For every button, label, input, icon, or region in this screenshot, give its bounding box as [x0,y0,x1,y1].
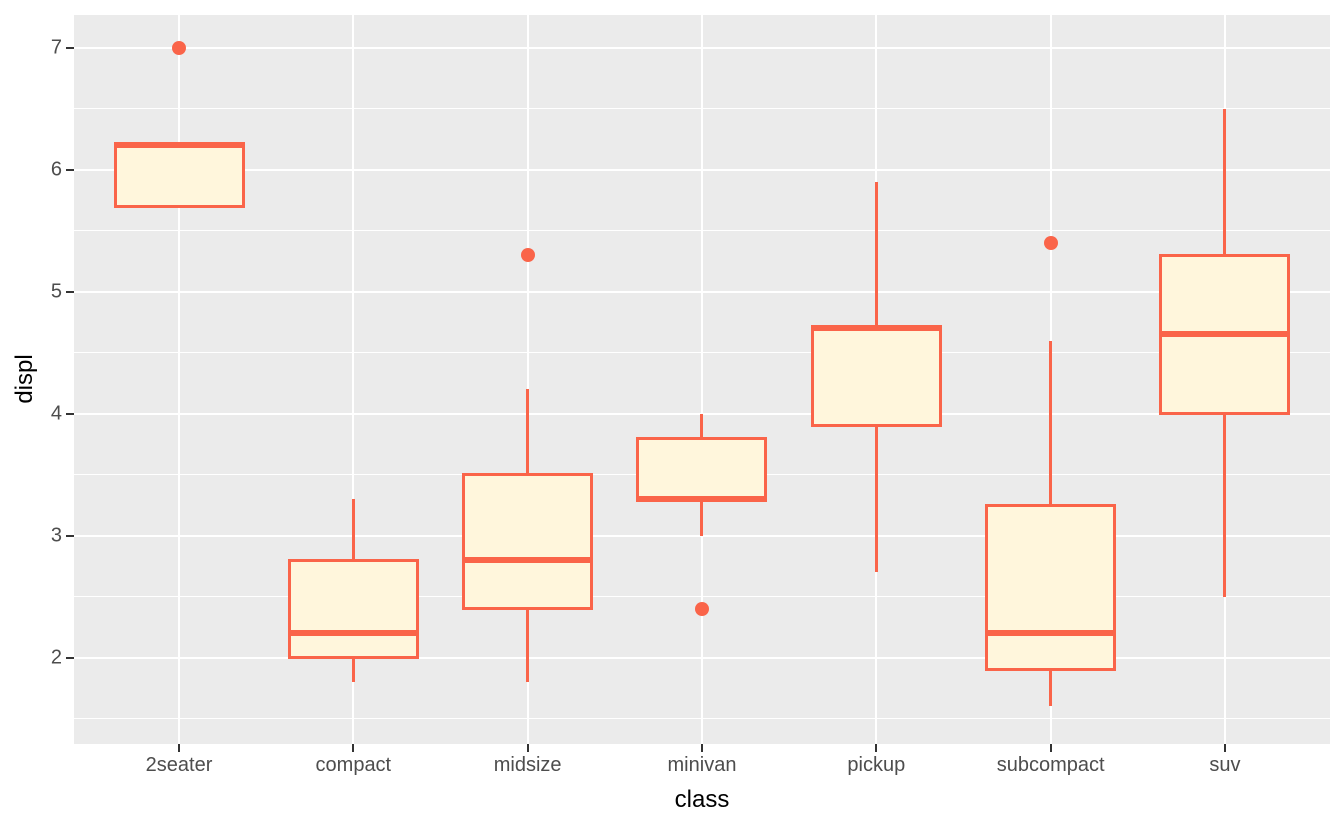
boxplot-upper-whisker [1223,108,1227,256]
boxplot-lower-whisker [1049,669,1053,707]
boxplot-median [985,630,1117,637]
y-tick-label: 2 [50,646,62,669]
outlier-point [520,248,535,263]
boxplot-box [287,558,419,660]
boxplot-median [113,142,245,149]
gridline-major-vertical [700,15,703,744]
boxplot-median [636,496,768,503]
x-axis-tick-mark [700,744,703,752]
y-tick-label: 7 [50,36,62,59]
boxplot-upper-whisker [526,389,530,475]
x-tick-label: midsize [493,754,562,776]
boxplot-median [1159,331,1291,338]
y-axis-tick-mark [66,290,74,293]
gridline-major-vertical [352,15,355,744]
x-tick-label: compact [315,754,392,776]
boxplot-lower-whisker [351,657,355,683]
boxplot-upper-whisker [351,499,355,561]
gridline-major-vertical [526,15,529,744]
boxplot-lower-whisker [526,608,530,683]
x-axis-tick-mark [352,744,355,752]
y-axis-tick-mark [66,46,74,49]
boxplot-box [810,326,942,428]
x-tick-label: suv [1209,754,1241,776]
x-axis-tick-mark [1049,744,1052,752]
y-axis-tick-mark [66,534,74,537]
outlier-point [172,40,186,55]
boxplot-upper-whisker [700,413,704,439]
y-axis-title: displ [11,354,38,404]
plot-panel [74,15,1330,744]
x-axis-tick-mark [178,744,180,752]
boxplot-median [462,557,594,564]
boxplot-box [462,473,594,611]
boxplot-box [636,436,768,501]
y-axis-tick-mark [66,168,74,171]
boxplot-lower-whisker [874,425,878,573]
boxplot-upper-whisker [1049,340,1053,506]
y-axis-tick-mark [66,412,74,415]
y-axis-tick-mark [66,656,74,659]
x-axis-tick-mark [1223,744,1226,752]
y-tick-label: 4 [50,402,62,425]
x-axis-title: class [674,786,730,813]
boxplot-lower-whisker [1223,413,1227,597]
gridline-major-vertical [178,15,180,744]
x-tick-label: minivan [667,754,737,776]
boxplot-median [287,630,419,637]
x-axis-tick-mark [875,744,878,752]
x-tick-label: 2seater [145,754,213,776]
x-tick-label: pickup [847,754,906,776]
boxplot-box [985,503,1117,672]
y-tick-label: 3 [50,524,62,547]
boxplot-box [113,143,245,208]
y-tick-label: 6 [50,158,62,181]
boxplot-median [810,325,942,332]
outlier-point [694,601,709,616]
outlier-point [1043,235,1058,250]
x-tick-label: subcompact [996,754,1105,776]
boxplot-upper-whisker [874,181,878,329]
boxplot-lower-whisker [700,499,704,536]
y-tick-label: 5 [50,280,62,303]
x-axis-tick-mark [526,744,529,752]
